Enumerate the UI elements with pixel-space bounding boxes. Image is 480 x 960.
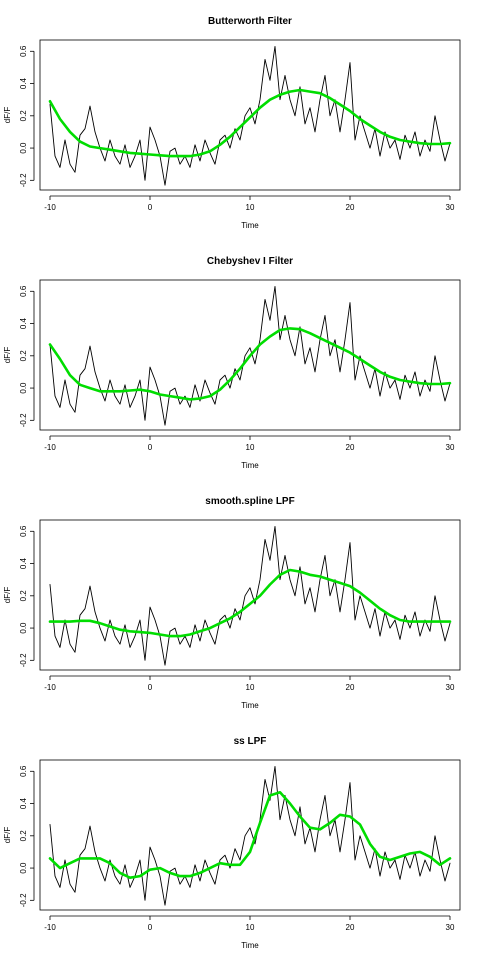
- chart-title: Chebyshev I Filter: [207, 256, 293, 267]
- y-tick-label: 0.6: [19, 765, 28, 777]
- x-tick-label: 0: [148, 683, 153, 692]
- y-axis-label: dF/F: [3, 827, 12, 844]
- filtered-series-line: [48, 327, 452, 401]
- x-tick-label: 20: [346, 443, 355, 452]
- x-tick-label: 30: [446, 203, 455, 212]
- x-tick-label: -10: [44, 923, 56, 932]
- chart-title: smooth.spline LPF: [205, 496, 294, 507]
- x-axis-label: Time: [241, 461, 259, 470]
- plot-frame: [39, 39, 461, 191]
- y-tick-label: -0.2: [19, 173, 28, 187]
- plot-frame: [39, 519, 461, 671]
- y-axis-label: dF/F: [3, 587, 12, 604]
- chart-title: Butterworth Filter: [208, 16, 292, 27]
- y-tick-label: -0.2: [19, 653, 28, 667]
- raw-series-line: [49, 526, 451, 666]
- x-tick-label: 30: [446, 443, 455, 452]
- y-tick-label: 0.2: [19, 590, 28, 602]
- filtered-series-line: [48, 88, 452, 158]
- raw-series-line: [49, 46, 451, 186]
- chart-panel-4: ss LPF -10 0 10 20 30 -0.2 0.0 0.2 0.4 0.6 Time dF/F: [3, 736, 461, 950]
- y-tick-label: 0.6: [19, 45, 28, 57]
- y-axis-label: dF/F: [3, 107, 12, 124]
- y-tick-label: 0.6: [19, 285, 28, 297]
- plot-frame: [39, 759, 461, 911]
- y-tick-label: 0.0: [19, 142, 28, 154]
- raw-series-line: [49, 766, 451, 906]
- x-tick-label: 10: [246, 683, 255, 692]
- y-tick-label: 0.2: [19, 830, 28, 842]
- y-tick-label: -0.2: [19, 893, 28, 907]
- y-tick-label: 0.6: [19, 525, 28, 537]
- x-tick-label: 10: [246, 203, 255, 212]
- x-axis-label: Time: [241, 941, 259, 950]
- filtered-series-line: [48, 790, 452, 880]
- y-tick-label: 0.0: [19, 862, 28, 874]
- y-tick-label: 0.2: [19, 110, 28, 122]
- chart-panel-1: Butterworth Filter -10 0 10 20 30 -0.2 0.0 0.2 0.…: [3, 16, 461, 230]
- y-tick-label: 0.4: [19, 317, 28, 329]
- y-tick-label: 0.2: [19, 350, 28, 362]
- x-tick-label: -10: [44, 443, 56, 452]
- y-axis-label: dF/F: [3, 347, 12, 364]
- x-tick-label: -10: [44, 203, 56, 212]
- chart-title: ss LPF: [234, 736, 267, 747]
- x-tick-label: 0: [148, 443, 153, 452]
- y-tick-label: 0.0: [19, 382, 28, 394]
- x-tick-label: 10: [246, 923, 255, 932]
- x-axis-label: Time: [241, 221, 259, 230]
- y-tick-label: 0.4: [19, 797, 28, 809]
- y-tick-label: 0.0: [19, 622, 28, 634]
- x-tick-label: 20: [346, 203, 355, 212]
- x-tick-label: 30: [446, 683, 455, 692]
- x-tick-label: 0: [148, 203, 153, 212]
- chart-panel-3: smooth.spline LPF -10 0 10 20 30 -0.2 0.0 0.2 0.4…: [3, 496, 461, 710]
- plot-frame: [39, 279, 461, 431]
- x-tick-label: 20: [346, 683, 355, 692]
- y-tick-label: 0.4: [19, 77, 28, 89]
- x-axis-label: Time: [241, 701, 259, 710]
- x-tick-label: 10: [246, 443, 255, 452]
- x-tick-label: 0: [148, 923, 153, 932]
- filtered-series-line: [48, 568, 452, 638]
- chart-panel-2: Chebyshev I Filter -10 0 10 20 30 -0.2 0.0 0.2 0.…: [3, 256, 461, 470]
- x-tick-label: 30: [446, 923, 455, 932]
- raw-series-line: [49, 286, 451, 426]
- x-tick-label: 20: [346, 923, 355, 932]
- x-tick-label: -10: [44, 683, 56, 692]
- y-tick-label: 0.4: [19, 557, 28, 569]
- y-tick-label: -0.2: [19, 413, 28, 427]
